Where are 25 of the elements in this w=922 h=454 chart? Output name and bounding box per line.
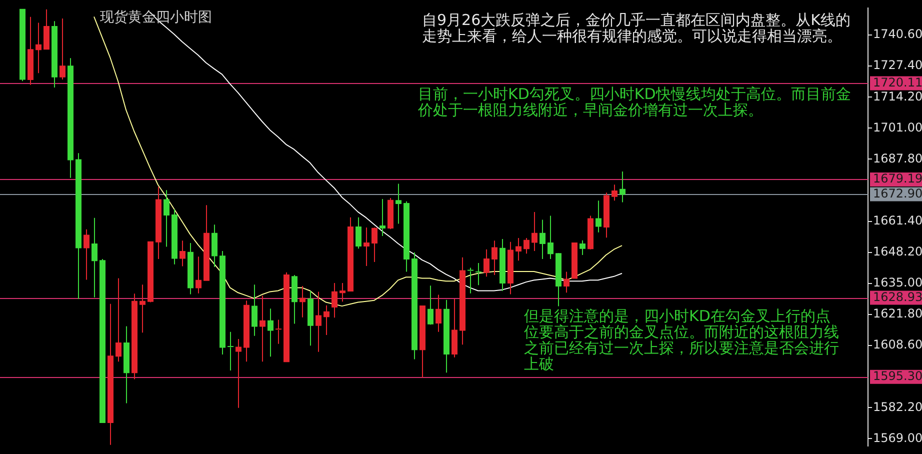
ref-line-label: 1679.19: [873, 172, 922, 186]
y-tick-label: 1740.60: [873, 27, 922, 42]
y-tick-label: 1648.20: [873, 244, 922, 259]
y-tick-label: 1582.20: [873, 400, 922, 414]
chart-title: 现货黄金四小时图: [100, 10, 212, 26]
candlestick: [467, 267, 474, 294]
y-tick-label: 1701.00: [873, 120, 922, 134]
y-tick-label: 1661.40: [873, 213, 922, 228]
candlestick: [275, 319, 282, 344]
y-tick-label: 1569.00: [873, 430, 922, 445]
y-tick-label: 1714.20: [873, 89, 922, 104]
ref-line-label: 1720.11: [873, 75, 922, 90]
y-tick-label: 1687.80: [873, 151, 922, 166]
y-tick-label: 1635.00: [873, 276, 922, 290]
candlestick: [227, 331, 234, 372]
candlestick: [475, 262, 482, 286]
annotation: 目前，一小时KD勾死叉。四小时KD快慢线均处于高位。而目前金价处于一根阻力线附近，早间金价增有过一次上探。: [418, 85, 852, 119]
ref-line-label: 1595.30: [873, 368, 922, 383]
y-tick-label: 1608.60: [873, 338, 922, 352]
y-tick-label: 1727.40: [873, 58, 922, 72]
ref-line-label: 1628.93: [873, 290, 922, 304]
y-tick-label: 1621.80: [873, 306, 922, 321]
annotation: 自9月26大跌反弹之后，金价几乎一直都在区间内盘整。从K线的走势上来看，给人一种很有规律的感觉。可以说走得相当漂亮。: [422, 11, 852, 45]
annotation: 但是得注意的是，四小时KD在勾金叉上行的点位要高于之前的金叉点位。而附近的这根阻力线之前已经有过一次上探，所以要注意是否会进行上破: [524, 307, 840, 373]
ref-line-label: 1672.90: [873, 186, 922, 200]
